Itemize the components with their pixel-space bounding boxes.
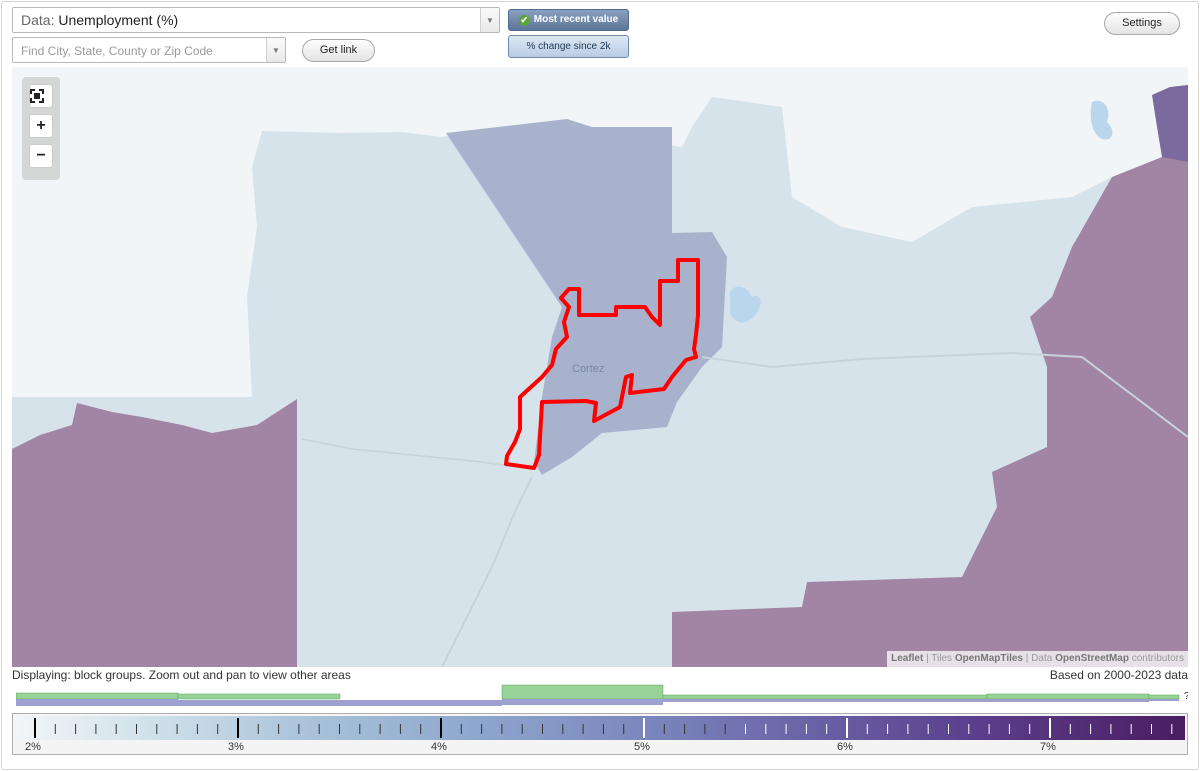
get-link-button[interactable]: Get link (302, 39, 375, 62)
data-select-text: Data: Unemployment (%) (21, 12, 179, 28)
legend-tick-label: 4% (431, 741, 447, 753)
place-label: Cortez (572, 363, 605, 375)
most-recent-value-button[interactable]: ✔ Most recent value (508, 9, 629, 31)
high-unemployment-region-west (12, 399, 297, 667)
highest-unemployment-region (1152, 85, 1188, 162)
checkmark-icon: ✔ (518, 15, 530, 26)
selected-area-outline (504, 258, 700, 470)
histogram-help: ? (1184, 691, 1188, 702)
zoom-in-button[interactable]: + (29, 114, 53, 138)
search-placeholder: Find City, State, County or Zip Code (21, 44, 213, 58)
location-search-input[interactable]: Find City, State, County or Zip Code ▼ (12, 37, 286, 63)
percent-change-button[interactable]: % change since 2k (508, 35, 629, 58)
legend-gradient (15, 716, 1185, 740)
legend-ticks (34, 718, 1173, 738)
dropdown-arrow-icon[interactable]: ▼ (480, 8, 499, 32)
openmaptiles-link[interactable]: OpenMapTiles (954, 653, 1023, 664)
high-unemployment-region-east (672, 127, 1188, 667)
dropdown-arrow-icon[interactable]: ▼ (266, 38, 285, 62)
legend-tick-label: 3% (228, 741, 244, 753)
mid-unemployment-region (446, 119, 727, 475)
display-status-text: Displaying: block groups. Zoom out and p… (12, 668, 351, 682)
color-legend: 2% 3% 4% 5% 6% 7% (12, 713, 1188, 755)
zoom-controls: + − (22, 77, 60, 180)
leaflet-link[interactable]: Leaflet (891, 653, 924, 664)
map-attribution: Leaflet | Tiles OpenMapTiles | Data Open… (887, 651, 1188, 667)
legend-tick-label: 6% (837, 741, 853, 753)
data-basis-text: Based on 2000-2023 data (1049, 668, 1188, 682)
lightest-region (12, 67, 1188, 397)
lake-shape (1090, 100, 1113, 140)
zoom-out-button[interactable]: − (29, 144, 53, 168)
legend-tick-label: 2% (25, 741, 41, 753)
fullscreen-icon[interactable] (29, 84, 53, 108)
map-layers (12, 67, 1188, 667)
settings-button[interactable]: Settings (1104, 12, 1180, 35)
data-select[interactable]: Data: Unemployment (%) ▼ (12, 7, 500, 33)
legend-tick-label: 5% (634, 741, 650, 753)
map-view[interactable]: Cortez + − Leaflet | Tiles OpenMapTiles … (12, 67, 1188, 667)
legend-tick-label: 7% (1040, 741, 1056, 753)
reservoir-shape (730, 286, 761, 323)
openstreetmap-link[interactable]: OpenStreetMap (1055, 653, 1129, 664)
histogram: ? (16, 684, 1188, 706)
